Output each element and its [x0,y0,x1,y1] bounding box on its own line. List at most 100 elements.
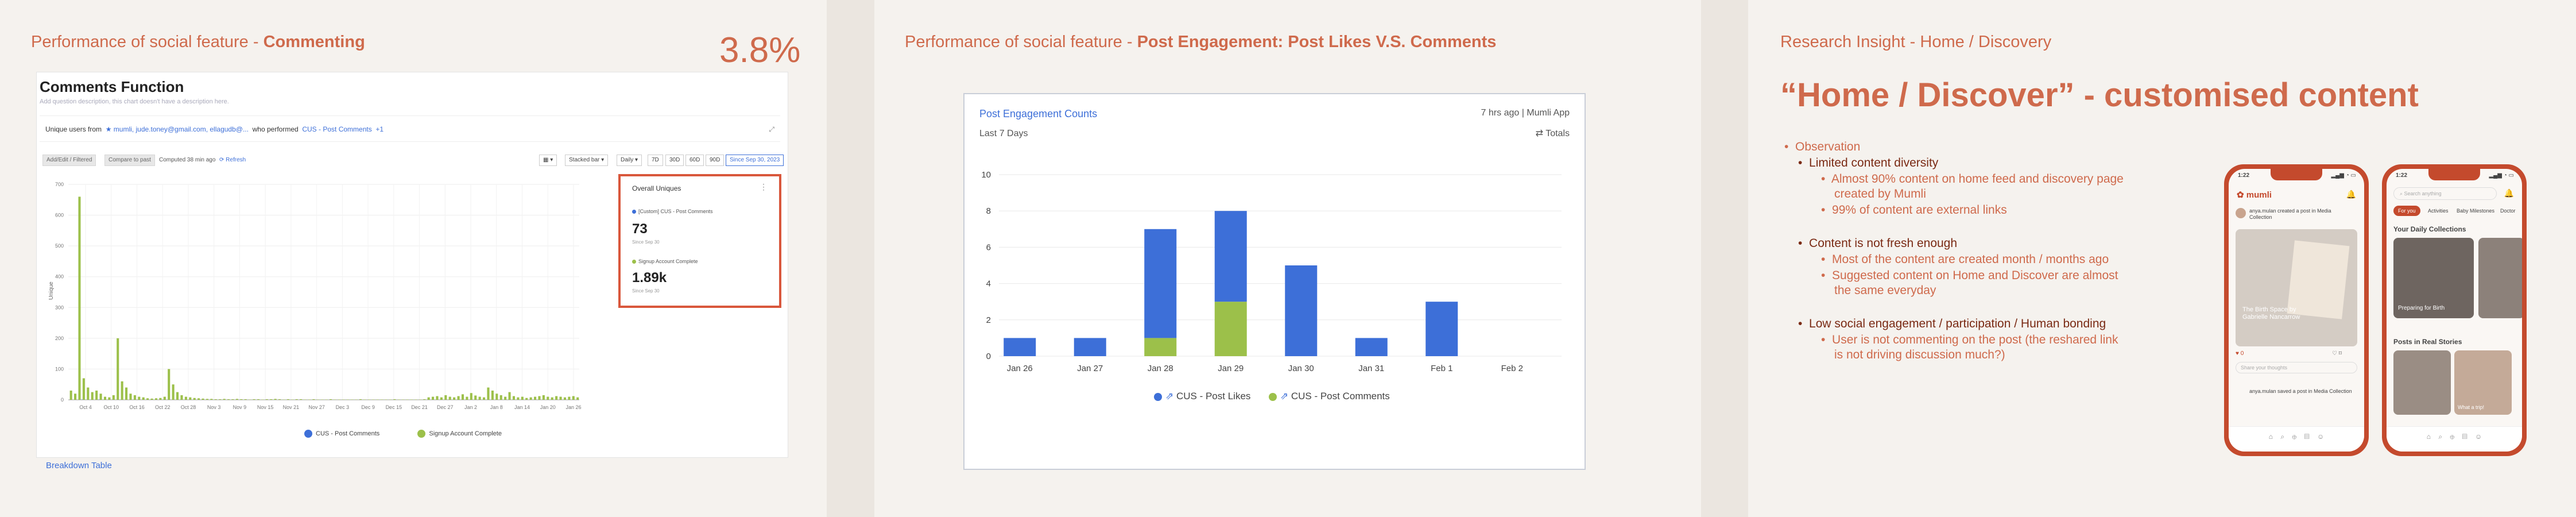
query-summary: Unique users from ★ mumli, jude.toney@gm… [40,115,780,142]
bullet-low: • Low social engagement / participation … [1798,317,2106,330]
bar [363,399,366,400]
legend-green-icon [417,430,426,438]
expand-icon[interactable]: ⤢ [769,125,774,133]
story-card-2[interactable]: What a trip! [2454,350,2512,415]
bar [129,393,132,400]
cf-legend: CUS - Post Comments Signup Account Compl… [304,430,502,438]
like-icon[interactable]: ♥ 0 [2236,350,2244,357]
date-range-button[interactable]: Since Sep 30, 2023 [726,155,784,166]
x-tick-label: Jan 30 [1288,364,1314,373]
bar [474,395,477,400]
totals-toggle[interactable]: ⇄ Totals [1536,128,1570,139]
chip-activities[interactable]: Activities [2428,208,2449,214]
bar [210,399,213,400]
bar [223,399,226,400]
compare-button[interactable]: Compare to past [104,155,155,166]
bar [572,396,575,400]
bar [154,398,158,400]
query-event[interactable]: CUS - Post Comments [302,125,372,133]
phone2-status-icons: ▂▄▆ ◔ ▭ [2489,172,2514,179]
legend-likes[interactable]: CUS - Post Likes [1176,391,1251,402]
bar [325,399,328,400]
bar [432,396,435,400]
bar-segment [1355,338,1388,356]
range-7d[interactable]: 7D [648,155,663,166]
bar [334,399,336,400]
bar [346,399,349,400]
query-users[interactable]: ★ mumli, jude.toney@gmail.com, ellagudb@… [105,125,249,133]
chip-doctor[interactable]: Doctor [2500,208,2516,214]
refresh-link[interactable]: ⟳ Refresh [219,157,246,163]
range-60d[interactable]: 60D [685,155,704,166]
legend-comments-2[interactable]: CUS - Post Comments [1291,391,1390,402]
phone1-post-meta-2: anya.mulan saved a post in Media Collect… [2249,388,2352,394]
observation-text: Observation [1795,140,1861,153]
bell-icon-2[interactable]: 🔔 [2504,188,2514,198]
bar [291,399,294,400]
bar [197,398,200,400]
bar [415,399,417,400]
x-tick-label: Oct 4 [79,404,92,410]
pe-card-title[interactable]: Post Engagement Counts [979,108,1098,119]
bar [381,399,384,400]
story-card-1[interactable] [2393,350,2451,415]
range-90d[interactable]: 90D [706,155,725,166]
bar [87,387,90,400]
chip-for-you[interactable]: For you [2393,206,2420,216]
bar [112,395,115,400]
phone2-tab-bar[interactable]: ⌂ ⌕ ⊕ ▤ ☺ [2387,426,2522,452]
query-extra[interactable]: +1 [375,125,384,133]
overall-b-sub: Since Sep 30 [632,288,660,294]
table-icon[interactable]: ▦ ▾ [539,155,557,166]
bar [95,390,98,400]
legend-likes-icon [1154,392,1162,401]
bar-segment [1214,302,1247,356]
bar [308,399,311,400]
bar [410,399,413,400]
breakdown-table-link[interactable]: Breakdown Table [46,461,112,470]
filter-button[interactable]: Add/Edit / Filtered [42,155,96,166]
search-input[interactable]: ⌕ Search anything [2393,187,2497,200]
collection-card-2[interactable] [2478,238,2522,318]
bar [316,399,319,400]
bar-segment [1144,338,1177,356]
x-tick-label: Dec 21 [411,404,428,410]
overall-menu-icon[interactable]: ⋮ [760,182,768,191]
bell-icon[interactable]: 🔔 [2346,190,2356,199]
bar [117,338,119,400]
bar [525,398,528,400]
x-tick-label: Nov 9 [233,404,247,410]
bar [499,395,502,400]
bookmark-icon[interactable]: ♡ ⌑ [2332,350,2342,357]
x-tick-label: Nov 27 [308,404,325,410]
bar [448,396,451,400]
bullet-observation: • Observation [1784,140,1861,153]
refresh-label: Refresh [226,157,246,163]
y-tick-label: 6 [986,242,991,252]
y-tick-label: 400 [55,274,64,280]
collection-card[interactable]: Preparing for Birth [2393,238,2474,318]
x-tick-label: Jan 27 [1077,364,1103,373]
post-card-image[interactable]: The Birth Space by Gabrielle Nancarrow [2236,229,2357,346]
x-tick-label: Oct 22 [155,404,171,410]
legend-signup[interactable]: Signup Account Complete [429,430,502,437]
search-placeholder: Search anything [2404,191,2442,196]
view-select[interactable]: Stacked bar ▾ [565,155,609,166]
bar [138,396,141,400]
bullet-almost-cont: created by Mumli [1834,187,1926,200]
comment-input[interactable]: Share your thoughts [2236,362,2357,373]
range-30d[interactable]: 30D [665,155,684,166]
interval-select[interactable]: Daily ▾ [617,155,642,166]
interval-label: Daily [621,157,634,163]
chip-milestones[interactable]: Baby Milestones [2457,208,2495,214]
phone1-tab-bar[interactable]: ⌂ ⌕ ⊕ ▤ ☺ [2229,426,2364,452]
legend-comments[interactable]: CUS - Post Comments [316,430,380,437]
x-tick-label: Dec 3 [336,404,350,410]
bar [150,398,153,400]
y-tick-label: 0 [61,397,64,403]
bar [286,399,289,400]
bar [397,399,400,400]
bar [521,396,524,400]
y-tick-label: 600 [55,213,64,218]
post-engagement-card: Post Engagement Counts 7 hrs ago | Mumli… [963,93,1586,470]
